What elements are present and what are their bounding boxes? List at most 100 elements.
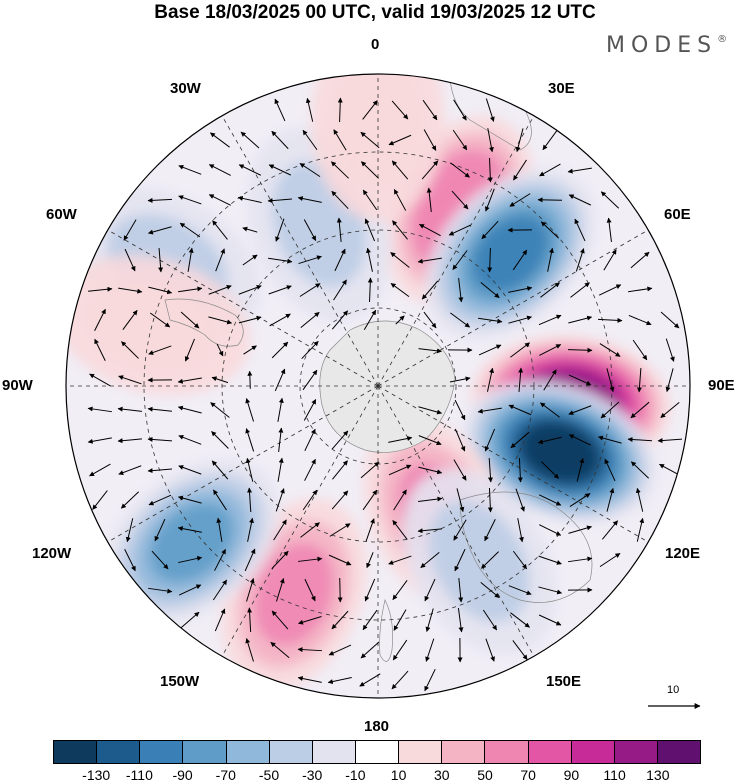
wind-arrow xyxy=(388,464,412,476)
colorbar-tick-label: -50 xyxy=(258,767,280,783)
wind-arrow xyxy=(568,194,592,206)
wind-arrow xyxy=(247,517,254,542)
wind-arrow xyxy=(540,402,560,418)
colorbar-swatch xyxy=(312,741,356,763)
wind-arrow xyxy=(177,495,202,504)
wind-arrow xyxy=(121,341,139,359)
colorbar-swatch xyxy=(183,741,227,763)
wind-arrow xyxy=(245,638,254,662)
wind-arrow xyxy=(148,587,173,594)
wind-arrow xyxy=(178,164,202,175)
wind-arrow xyxy=(423,129,437,151)
wind-arrow xyxy=(453,519,467,541)
wind-arrow xyxy=(147,197,173,203)
wind-arrow xyxy=(89,373,111,387)
wind-arrow xyxy=(510,612,530,628)
wind-arrow xyxy=(178,286,203,293)
wind-arrow xyxy=(362,489,378,511)
wind-arrow xyxy=(568,374,592,386)
wind-arrow xyxy=(391,100,409,120)
wind-arrow xyxy=(94,308,106,331)
wind-arrow xyxy=(275,218,285,242)
wind-arrow xyxy=(178,584,202,596)
colorbar-swatch xyxy=(571,741,615,763)
wind-arrow xyxy=(539,524,562,536)
wind-arrow xyxy=(246,578,255,602)
longitude-label-60w: 60W xyxy=(46,206,77,223)
wind-arrow xyxy=(154,518,166,542)
wind-arrow xyxy=(271,550,289,570)
colorbar-tick-label: -110 xyxy=(125,767,153,783)
wind-arrow xyxy=(570,282,590,298)
wind-arrow xyxy=(458,578,464,603)
wind-arrow xyxy=(632,339,648,361)
wind-arrow xyxy=(148,345,172,355)
colorbar-swatch xyxy=(355,741,400,763)
wind-arrow xyxy=(331,310,349,330)
anomaly-contour xyxy=(88,279,216,372)
wind-arrow xyxy=(568,434,592,446)
wind-arrow xyxy=(510,342,530,358)
wind-arrow xyxy=(512,550,528,570)
wind-arrow xyxy=(329,523,351,537)
wind-arrow xyxy=(395,315,405,325)
wind-arrow xyxy=(302,369,318,391)
wind-arrow xyxy=(302,129,318,151)
colorbar-ticks: -130 -110 -90 -70 -50 -30 -10 10 30 50 70 90 110 130 xyxy=(53,767,701,783)
wind-arrow xyxy=(568,556,593,563)
wind-arrow xyxy=(208,285,232,295)
wind-arrow xyxy=(568,315,593,324)
wind-arrow xyxy=(390,252,410,268)
wind-arrow xyxy=(158,247,164,273)
wind-arrow xyxy=(211,376,229,384)
wind-arrow xyxy=(337,97,343,123)
wind-arrow xyxy=(360,641,380,659)
wind-arrow xyxy=(333,129,347,151)
wind-arrow xyxy=(484,519,496,542)
wind-arrow xyxy=(392,220,408,240)
wind-arrow xyxy=(480,281,500,299)
wind-arrow xyxy=(636,517,645,542)
wind-arrow xyxy=(118,287,143,294)
wind-arrow xyxy=(303,399,317,421)
wind-arrow xyxy=(538,555,562,565)
wind-arrow xyxy=(630,461,650,479)
wind-arrow xyxy=(567,167,592,174)
wind-arrow xyxy=(576,457,585,482)
wind-arrow xyxy=(657,438,683,444)
wind-arrow xyxy=(539,163,561,177)
wind-arrow xyxy=(450,162,470,178)
wind-arrow xyxy=(303,219,317,241)
wind-arrow xyxy=(301,340,319,360)
wind-arrow xyxy=(148,494,172,506)
wind-arrow xyxy=(271,610,289,630)
longitude-label-90e: 90E xyxy=(708,377,735,394)
meridian-line xyxy=(377,385,535,657)
wind-arrow xyxy=(487,157,493,183)
wind-arrow xyxy=(299,162,321,178)
wind-arrow xyxy=(421,280,439,300)
wind-arrow xyxy=(508,315,533,324)
wind-arrow xyxy=(327,677,352,685)
wind-arrow xyxy=(363,309,377,330)
wind-arrow xyxy=(277,397,284,422)
wind-arrow xyxy=(269,313,291,327)
wind-arrow xyxy=(512,249,528,271)
wind-arrow xyxy=(538,614,562,626)
wind-arrow xyxy=(302,489,318,511)
wind-arrow xyxy=(245,457,254,482)
wind-arrow xyxy=(177,377,202,384)
colorbar-swatch xyxy=(442,741,486,763)
logo-text: MODES xyxy=(606,33,718,58)
wind-arrow xyxy=(481,551,499,569)
wind-arrow xyxy=(424,578,436,602)
wind-arrow xyxy=(276,578,285,602)
wind-arrow xyxy=(242,226,258,233)
meridian-line xyxy=(377,115,535,387)
wind-arrow xyxy=(212,579,228,601)
wind-arrow xyxy=(362,100,378,120)
wind-arrow xyxy=(538,314,562,326)
wind-arrow xyxy=(485,98,495,122)
meridian-line xyxy=(377,229,649,387)
wind-arrow xyxy=(300,311,320,329)
